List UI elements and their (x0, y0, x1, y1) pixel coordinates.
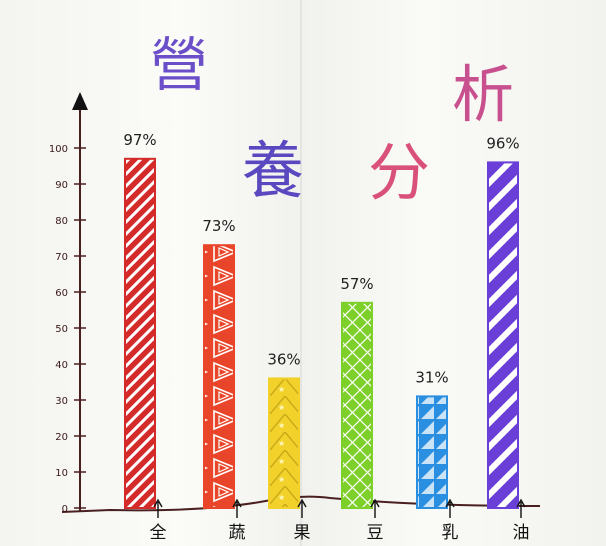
title-char-3: 分 (368, 136, 431, 209)
category-arrow-icon (153, 498, 163, 518)
bar-4 (341, 301, 373, 509)
bar-6 (487, 161, 519, 509)
category-arrow-icon (297, 498, 307, 518)
y-tick-label: 90 (55, 180, 68, 191)
data-label-5: 31% (415, 368, 448, 386)
category-label-4: 豆 (367, 523, 384, 543)
data-label-4: 57% (340, 275, 373, 293)
category-label-2: 蔬 (229, 523, 246, 543)
paper-fold (300, 0, 302, 546)
y-axis-arrow-icon (72, 92, 88, 110)
title-char-2: 養 (242, 134, 305, 207)
y-tick-label: 20 (55, 432, 68, 443)
bar-5 (416, 395, 448, 509)
category-arrow-icon (370, 498, 380, 518)
category-label-1: 全 (150, 523, 167, 543)
bar-1 (124, 157, 156, 510)
y-tick-label: 40 (55, 360, 68, 371)
data-label-1: 97% (123, 131, 156, 149)
category-label-5: 乳 (442, 523, 459, 543)
category-arrow-icon (516, 498, 526, 518)
category-label-6: 油 (513, 523, 530, 543)
y-tick-label: 60 (55, 288, 68, 299)
bar-3 (268, 377, 300, 509)
y-tick-label: 80 (55, 216, 68, 227)
y-tick-label: 30 (55, 396, 68, 407)
data-label-3: 36% (267, 350, 300, 368)
chart-bars (124, 157, 519, 510)
y-tick-label: 70 (55, 252, 68, 263)
data-label-2: 73% (202, 217, 235, 235)
title-char-1: 營 (150, 31, 209, 99)
chart-labels: 97% 全 73% 蔬 36% 果 57% 豆 31% 乳 96% 油 (123, 131, 529, 543)
bar-2 (203, 244, 235, 509)
category-label-3: 果 (294, 523, 311, 543)
y-tick-label: 100 (49, 144, 68, 155)
category-arrow-icon (445, 498, 455, 518)
category-arrow-icon (232, 498, 242, 518)
y-tick-label: 0 (62, 504, 68, 515)
y-tick-label: 50 (55, 324, 68, 335)
title-char-4: 析 (452, 58, 515, 131)
y-tick-label: 10 (55, 468, 68, 479)
data-label-6: 96% (486, 134, 519, 152)
